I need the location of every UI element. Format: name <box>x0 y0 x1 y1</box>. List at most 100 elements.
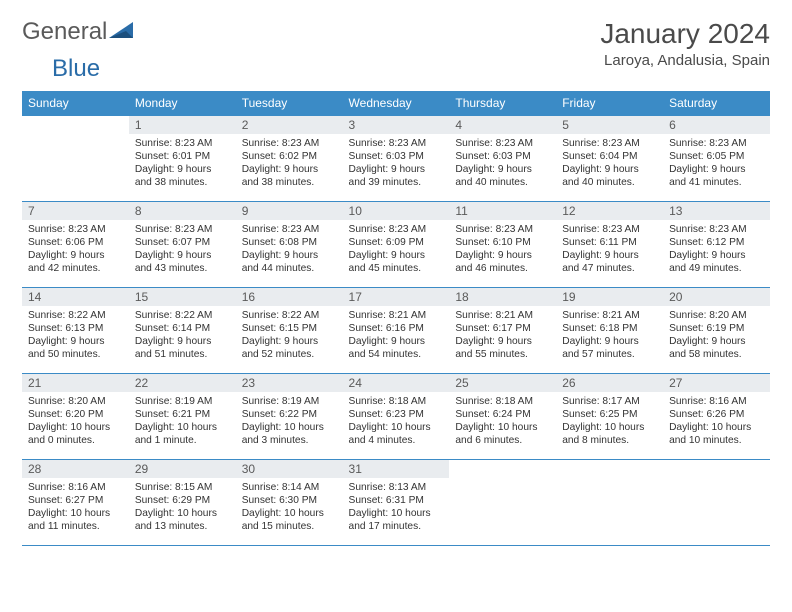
day-body: Sunrise: 8:16 AMSunset: 6:27 PMDaylight:… <box>22 478 129 537</box>
day-body: Sunrise: 8:15 AMSunset: 6:29 PMDaylight:… <box>129 478 236 537</box>
daylight-line: Daylight: 9 hours and 50 minutes. <box>28 335 123 361</box>
sunset-line: Sunset: 6:22 PM <box>242 408 337 421</box>
sunrise-line: Sunrise: 8:16 AM <box>28 481 123 494</box>
weekday-header-row: Sunday Monday Tuesday Wednesday Thursday… <box>22 91 770 116</box>
day-body: Sunrise: 8:20 AMSunset: 6:20 PMDaylight:… <box>22 392 129 451</box>
calendar-cell: 29Sunrise: 8:15 AMSunset: 6:29 PMDayligh… <box>129 460 236 546</box>
daylight-line: Daylight: 9 hours and 38 minutes. <box>242 163 337 189</box>
calendar-cell: 28Sunrise: 8:16 AMSunset: 6:27 PMDayligh… <box>22 460 129 546</box>
daylight-line: Daylight: 9 hours and 54 minutes. <box>349 335 444 361</box>
calendar-row: 1Sunrise: 8:23 AMSunset: 6:01 PMDaylight… <box>22 116 770 202</box>
sunset-line: Sunset: 6:16 PM <box>349 322 444 335</box>
day-number: 28 <box>22 460 129 478</box>
day-body: Sunrise: 8:13 AMSunset: 6:31 PMDaylight:… <box>343 478 450 537</box>
calendar-cell: 21Sunrise: 8:20 AMSunset: 6:20 PMDayligh… <box>22 374 129 460</box>
weekday-header: Friday <box>556 91 663 116</box>
calendar-cell-empty <box>22 116 129 202</box>
sunset-line: Sunset: 6:21 PM <box>135 408 230 421</box>
day-number: 7 <box>22 202 129 220</box>
daylight-line: Daylight: 9 hours and 58 minutes. <box>669 335 764 361</box>
sunrise-line: Sunrise: 8:17 AM <box>562 395 657 408</box>
sunset-line: Sunset: 6:14 PM <box>135 322 230 335</box>
sunrise-line: Sunrise: 8:23 AM <box>349 223 444 236</box>
sunrise-line: Sunrise: 8:23 AM <box>135 223 230 236</box>
calendar-cell: 2Sunrise: 8:23 AMSunset: 6:02 PMDaylight… <box>236 116 343 202</box>
month-title: January 2024 <box>600 18 770 50</box>
sunset-line: Sunset: 6:31 PM <box>349 494 444 507</box>
sunrise-line: Sunrise: 8:13 AM <box>349 481 444 494</box>
calendar-cell: 22Sunrise: 8:19 AMSunset: 6:21 PMDayligh… <box>129 374 236 460</box>
sunset-line: Sunset: 6:07 PM <box>135 236 230 249</box>
day-number: 15 <box>129 288 236 306</box>
sunrise-line: Sunrise: 8:18 AM <box>349 395 444 408</box>
sunset-line: Sunset: 6:27 PM <box>28 494 123 507</box>
sunrise-line: Sunrise: 8:20 AM <box>28 395 123 408</box>
sunset-line: Sunset: 6:03 PM <box>455 150 550 163</box>
calendar-cell: 5Sunrise: 8:23 AMSunset: 6:04 PMDaylight… <box>556 116 663 202</box>
sunrise-line: Sunrise: 8:15 AM <box>135 481 230 494</box>
calendar-cell: 3Sunrise: 8:23 AMSunset: 6:03 PMDaylight… <box>343 116 450 202</box>
day-number: 24 <box>343 374 450 392</box>
calendar-cell: 11Sunrise: 8:23 AMSunset: 6:10 PMDayligh… <box>449 202 556 288</box>
day-number: 17 <box>343 288 450 306</box>
sunrise-line: Sunrise: 8:14 AM <box>242 481 337 494</box>
day-body: Sunrise: 8:23 AMSunset: 6:12 PMDaylight:… <box>663 220 770 279</box>
sunset-line: Sunset: 6:09 PM <box>349 236 444 249</box>
day-number: 13 <box>663 202 770 220</box>
sunrise-line: Sunrise: 8:22 AM <box>28 309 123 322</box>
day-body: Sunrise: 8:21 AMSunset: 6:16 PMDaylight:… <box>343 306 450 365</box>
sunset-line: Sunset: 6:20 PM <box>28 408 123 421</box>
day-number: 20 <box>663 288 770 306</box>
sunset-line: Sunset: 6:08 PM <box>242 236 337 249</box>
sunset-line: Sunset: 6:10 PM <box>455 236 550 249</box>
sunrise-line: Sunrise: 8:23 AM <box>455 223 550 236</box>
sunset-line: Sunset: 6:13 PM <box>28 322 123 335</box>
day-number: 16 <box>236 288 343 306</box>
sunrise-line: Sunrise: 8:23 AM <box>562 223 657 236</box>
calendar-cell: 26Sunrise: 8:17 AMSunset: 6:25 PMDayligh… <box>556 374 663 460</box>
calendar-cell: 17Sunrise: 8:21 AMSunset: 6:16 PMDayligh… <box>343 288 450 374</box>
weekday-header: Monday <box>129 91 236 116</box>
calendar-cell: 16Sunrise: 8:22 AMSunset: 6:15 PMDayligh… <box>236 288 343 374</box>
sunrise-line: Sunrise: 8:23 AM <box>455 137 550 150</box>
calendar-cell: 25Sunrise: 8:18 AMSunset: 6:24 PMDayligh… <box>449 374 556 460</box>
day-number: 19 <box>556 288 663 306</box>
daylight-line: Daylight: 10 hours and 10 minutes. <box>669 421 764 447</box>
weekday-header: Saturday <box>663 91 770 116</box>
daylight-line: Daylight: 9 hours and 43 minutes. <box>135 249 230 275</box>
day-number: 2 <box>236 116 343 134</box>
daylight-line: Daylight: 10 hours and 4 minutes. <box>349 421 444 447</box>
day-number: 3 <box>343 116 450 134</box>
sunset-line: Sunset: 6:26 PM <box>669 408 764 421</box>
sunset-line: Sunset: 6:15 PM <box>242 322 337 335</box>
day-number: 6 <box>663 116 770 134</box>
day-number: 27 <box>663 374 770 392</box>
sunset-line: Sunset: 6:12 PM <box>669 236 764 249</box>
weekday-header: Thursday <box>449 91 556 116</box>
day-number: 18 <box>449 288 556 306</box>
weekday-header: Tuesday <box>236 91 343 116</box>
sunset-line: Sunset: 6:05 PM <box>669 150 764 163</box>
day-number: 26 <box>556 374 663 392</box>
daylight-line: Daylight: 10 hours and 6 minutes. <box>455 421 550 447</box>
sunrise-line: Sunrise: 8:18 AM <box>455 395 550 408</box>
day-number: 23 <box>236 374 343 392</box>
calendar-row: 14Sunrise: 8:22 AMSunset: 6:13 PMDayligh… <box>22 288 770 374</box>
sunset-line: Sunset: 6:18 PM <box>562 322 657 335</box>
sunrise-line: Sunrise: 8:23 AM <box>669 223 764 236</box>
day-body: Sunrise: 8:18 AMSunset: 6:23 PMDaylight:… <box>343 392 450 451</box>
day-body: Sunrise: 8:23 AMSunset: 6:06 PMDaylight:… <box>22 220 129 279</box>
sunrise-line: Sunrise: 8:21 AM <box>562 309 657 322</box>
daylight-line: Daylight: 10 hours and 13 minutes. <box>135 507 230 533</box>
calendar-cell: 4Sunrise: 8:23 AMSunset: 6:03 PMDaylight… <box>449 116 556 202</box>
day-body: Sunrise: 8:23 AMSunset: 6:04 PMDaylight:… <box>556 134 663 193</box>
day-body: Sunrise: 8:23 AMSunset: 6:09 PMDaylight:… <box>343 220 450 279</box>
day-body: Sunrise: 8:17 AMSunset: 6:25 PMDaylight:… <box>556 392 663 451</box>
daylight-line: Daylight: 9 hours and 38 minutes. <box>135 163 230 189</box>
sunset-line: Sunset: 6:01 PM <box>135 150 230 163</box>
calendar-cell: 24Sunrise: 8:18 AMSunset: 6:23 PMDayligh… <box>343 374 450 460</box>
weekday-header: Wednesday <box>343 91 450 116</box>
day-body: Sunrise: 8:22 AMSunset: 6:15 PMDaylight:… <box>236 306 343 365</box>
daylight-line: Daylight: 9 hours and 39 minutes. <box>349 163 444 189</box>
calendar-cell: 13Sunrise: 8:23 AMSunset: 6:12 PMDayligh… <box>663 202 770 288</box>
